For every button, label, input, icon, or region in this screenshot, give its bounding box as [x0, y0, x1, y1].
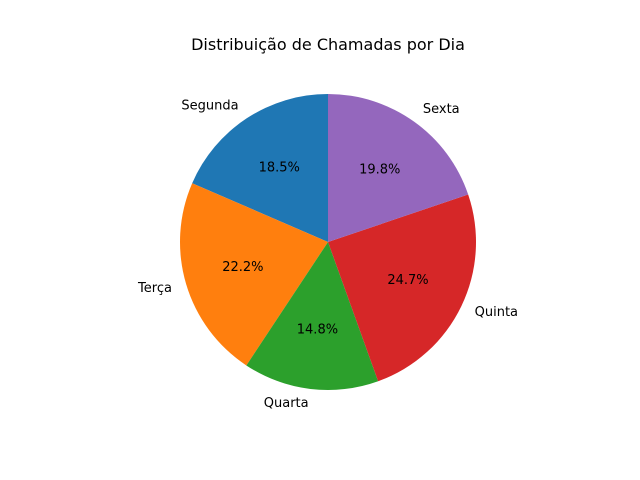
pie-slice-quinta — [328, 194, 477, 382]
chart-title: Distribuição de Chamadas por Dia — [191, 35, 465, 54]
percent-label-terça: 22.2% — [222, 260, 263, 275]
percent-label-quinta: 24.7% — [387, 273, 428, 288]
pie-slice-quarta — [246, 242, 379, 390]
percent-label-sexta: 19.8% — [359, 162, 400, 177]
category-label-quinta: Quinta — [475, 305, 518, 320]
category-label-sexta: Sexta — [423, 102, 460, 117]
category-label-segunda: Segunda — [181, 98, 238, 113]
category-label-terça: Terça — [137, 281, 172, 296]
pie-slice-segunda — [192, 94, 328, 242]
percent-label-segunda: 18.5% — [259, 160, 300, 175]
pie-labels: Segunda 18.5% Terça 22.2% Quarta 14.8% Quinta 2… — [137, 98, 518, 411]
pie-slice-sexta — [328, 94, 469, 242]
pie-slices — [180, 94, 477, 390]
pie-slice-terça — [180, 183, 328, 366]
percent-label-quarta: 14.8% — [297, 323, 338, 338]
category-label-quarta: Quarta — [264, 396, 309, 411]
